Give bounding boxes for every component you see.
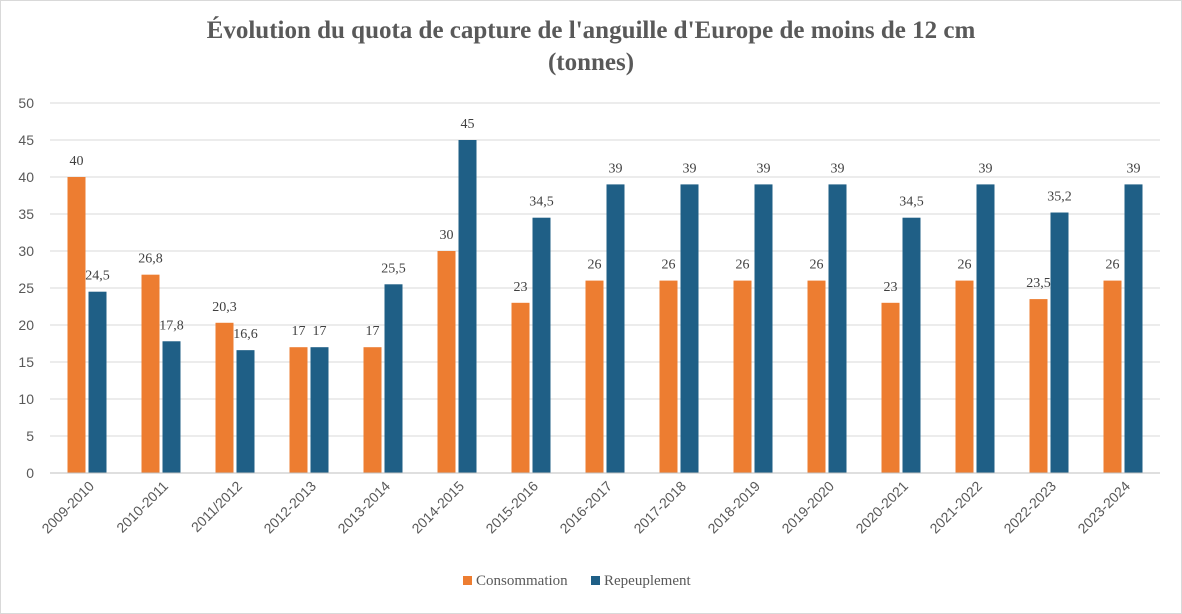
- bar-repeuplement: [1124, 184, 1143, 473]
- bar-repeuplement: [162, 341, 181, 473]
- x-tick-label: 2011/2012: [188, 478, 246, 536]
- x-tick-label: 2009-2010: [38, 478, 97, 537]
- data-label-repeuplement: 34,5: [529, 195, 554, 210]
- y-tick-label: 50: [18, 95, 34, 111]
- x-tick-label: 2015-2016: [482, 478, 541, 537]
- data-label-repeuplement: 39: [683, 161, 697, 176]
- bar-consommation: [585, 280, 604, 473]
- bar-repeuplement: [1050, 212, 1069, 473]
- data-label-consommation: 40: [70, 154, 84, 169]
- chart-title: Évolution du quota de capture de l'angui…: [1, 15, 1181, 79]
- y-tick-label: 30: [18, 243, 34, 259]
- bar-repeuplement: [828, 184, 847, 473]
- bar-consommation: [141, 274, 160, 473]
- legend-swatch-consommation: [463, 576, 472, 585]
- x-tick-label: 2014-2015: [408, 478, 467, 537]
- bar-consommation: [881, 302, 900, 473]
- data-label-consommation: 26: [736, 258, 750, 273]
- bar-repeuplement: [310, 347, 329, 473]
- y-tick-label: 10: [18, 391, 34, 407]
- data-label-repeuplement: 17,8: [159, 318, 184, 333]
- bar-repeuplement: [902, 217, 921, 473]
- x-tick-label: 2022-2023: [1000, 478, 1059, 537]
- data-label-consommation: 26: [810, 258, 824, 273]
- bar-repeuplement: [532, 217, 551, 473]
- data-label-repeuplement: 16,6: [233, 327, 258, 342]
- legend-label-consommation: Consommation: [476, 573, 568, 589]
- bar-consommation: [215, 322, 234, 473]
- x-tick-label: 2017-2018: [630, 478, 689, 537]
- y-tick-label: 45: [18, 132, 34, 148]
- x-tick-label: 2010-2011: [113, 478, 171, 536]
- legend-label-repeuplement: Repeuplement: [604, 573, 691, 589]
- data-label-repeuplement: 34,5: [899, 195, 924, 210]
- bar-consommation: [1103, 280, 1122, 473]
- data-label-repeuplement: 39: [1127, 161, 1141, 176]
- bar-consommation: [511, 302, 530, 473]
- bar-repeuplement: [606, 184, 625, 473]
- data-label-repeuplement: 39: [979, 161, 993, 176]
- bar-consommation: [67, 177, 86, 473]
- bar-repeuplement: [680, 184, 699, 473]
- bar-consommation: [363, 347, 382, 473]
- data-label-consommation: 26: [662, 258, 676, 273]
- data-label-repeuplement: 17: [313, 324, 327, 339]
- chart-title-line-2: (tonnes): [547, 49, 635, 76]
- data-label-consommation: 23,5: [1026, 276, 1051, 291]
- bar-consommation: [659, 280, 678, 473]
- x-tick-label: 2019-2020: [778, 478, 837, 537]
- bar-consommation: [807, 280, 826, 473]
- chart-title-line-1: Évolution du quota de capture de l'angui…: [206, 17, 976, 44]
- bar-repeuplement: [384, 284, 403, 473]
- data-label-consommation: 23: [884, 280, 898, 295]
- data-label-consommation: 26,8: [138, 252, 163, 267]
- y-tick-label: 40: [18, 169, 34, 185]
- x-tick-label: 2018-2019: [704, 478, 763, 537]
- data-label-consommation: 20,3: [212, 300, 237, 315]
- bar-repeuplement: [236, 350, 255, 473]
- data-label-consommation: 30: [440, 228, 454, 243]
- data-label-consommation: 26: [1106, 258, 1120, 273]
- x-tick-label: 2021-2022: [926, 478, 985, 537]
- y-tick-label: 5: [26, 428, 34, 444]
- y-tick-label: 35: [18, 206, 34, 222]
- data-label-repeuplement: 25,5: [381, 261, 406, 276]
- bar-repeuplement: [88, 291, 107, 473]
- data-label-repeuplement: 24,5: [85, 269, 110, 284]
- data-label-repeuplement: 35,2: [1047, 190, 1072, 205]
- x-tick-label: 2020-2021: [852, 478, 911, 537]
- y-tick-label: 20: [18, 317, 34, 333]
- data-label-repeuplement: 45: [461, 117, 475, 132]
- x-tick-label: 2016-2017: [556, 478, 615, 537]
- bar-repeuplement: [754, 184, 773, 473]
- y-tick-label: 0: [26, 465, 34, 481]
- data-label-consommation: 26: [588, 258, 602, 273]
- y-tick-label: 15: [18, 354, 34, 370]
- data-label-repeuplement: 39: [757, 161, 771, 176]
- bar-consommation: [289, 347, 308, 473]
- bar-repeuplement: [458, 140, 477, 473]
- data-label-consommation: 23: [514, 280, 528, 295]
- y-tick-label: 25: [18, 280, 34, 296]
- data-label-repeuplement: 39: [831, 161, 845, 176]
- bar-consommation: [955, 280, 974, 473]
- x-tick-label: 2012-2013: [260, 478, 319, 537]
- data-label-repeuplement: 39: [609, 161, 623, 176]
- data-label-consommation: 17: [292, 324, 306, 339]
- bar-consommation: [437, 251, 456, 473]
- data-label-consommation: 26: [958, 258, 972, 273]
- data-label-consommation: 17: [366, 324, 380, 339]
- bar-consommation: [1029, 299, 1048, 473]
- bar-repeuplement: [976, 184, 995, 473]
- x-tick-label: 2013-2014: [334, 478, 393, 537]
- legend-swatch-repeuplement: [591, 576, 600, 585]
- x-tick-label: 2023-2024: [1074, 478, 1133, 537]
- bar-consommation: [733, 280, 752, 473]
